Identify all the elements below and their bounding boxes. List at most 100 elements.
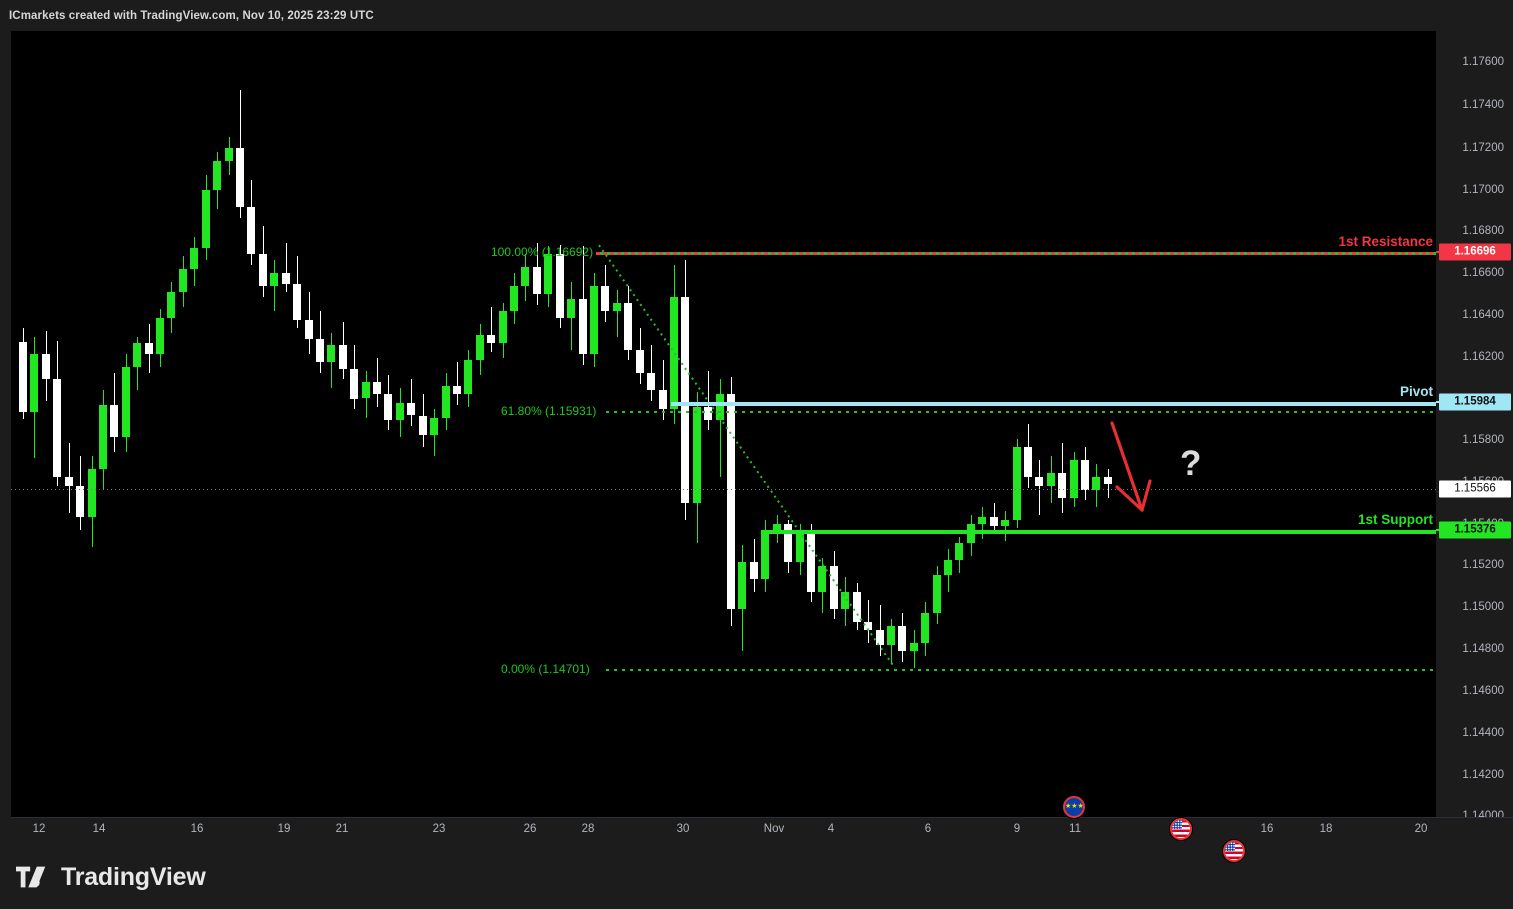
1st-support-line: [768, 530, 1436, 534]
candle-wick: [1039, 460, 1041, 516]
candle-body: [441, 385, 450, 418]
1st-support-label: 1st Support: [1357, 512, 1433, 527]
candle-body: [98, 404, 107, 469]
question-mark-annotation: ?: [1180, 444, 1202, 483]
fib-level-line: [606, 669, 1436, 671]
price-tick: 1.15000: [1462, 601, 1504, 613]
candle-body: [544, 254, 553, 295]
fib-level-label: 100.00% (1.16692): [491, 245, 594, 259]
red-down-arrow-icon: [1110, 421, 1152, 512]
candle-body: [944, 559, 953, 575]
candle-wick: [491, 307, 493, 352]
candle-body: [590, 285, 598, 354]
candle-body: [407, 402, 416, 416]
candle-body: [338, 345, 347, 369]
candle-body: [1081, 460, 1090, 490]
candle-body: [258, 254, 267, 286]
candle-body: [1001, 519, 1010, 526]
eu-flag-icon[interactable]: ★★★: [1063, 796, 1085, 818]
time-tick: 28: [581, 823, 595, 835]
time-tick: 9: [1013, 823, 1021, 835]
candle-wick: [456, 362, 458, 405]
candle-body: [384, 394, 393, 420]
time-tick: 21: [335, 823, 349, 835]
candle-body: [898, 625, 907, 652]
time-tick: 11: [1069, 823, 1081, 835]
chart-footer: TradingView: [0, 845, 1513, 909]
candle-body: [452, 385, 461, 395]
candle-body: [361, 381, 370, 399]
time-tick: 20: [1414, 823, 1428, 835]
candle-body: [213, 160, 222, 191]
1st-support-price-badge: 1.15376: [1439, 521, 1511, 539]
price-tick: 1.17200: [1462, 142, 1504, 154]
candle-body: [692, 407, 701, 503]
candle-body: [658, 390, 667, 410]
price-tick: 1.17000: [1462, 184, 1504, 196]
time-tick: 23: [432, 823, 446, 835]
candle-body: [281, 273, 290, 284]
us-canton: [1172, 820, 1182, 829]
candle-body: [555, 254, 564, 318]
us-canton: [1225, 842, 1235, 851]
candle-body: [270, 273, 279, 286]
us-flag-icon[interactable]: [1170, 818, 1192, 840]
candle-body: [315, 339, 324, 363]
candle-body: [156, 317, 165, 354]
candle-body: [1092, 477, 1101, 490]
time-tick: 4: [827, 823, 835, 835]
price-tick: 1.17400: [1462, 99, 1504, 111]
candle-body: [989, 517, 998, 526]
tradingview-logo-icon: [16, 866, 46, 888]
time-tick: 14: [92, 823, 106, 835]
candle-body: [464, 360, 473, 395]
price-badge-stub: [1436, 401, 1442, 403]
candle-body: [76, 485, 85, 518]
candle-body: [327, 345, 336, 363]
candle-body: [1103, 477, 1112, 485]
chart-plot-area[interactable]: 100.00% (1.16692) 61.80% (1.15931) 0.00% (…: [11, 31, 1436, 817]
1st-resistance-line: [596, 252, 1436, 255]
candle-body: [430, 417, 439, 435]
price-tick: 1.14400: [1462, 727, 1504, 739]
candle-body: [53, 379, 62, 478]
candle-body: [395, 402, 404, 420]
tradingview-logo[interactable]: TradingView: [16, 863, 206, 892]
candle-body: [841, 591, 850, 609]
time-scale[interactable]: 121416192123262830Nov4691113161820: [11, 817, 1513, 845]
candle-body: [909, 642, 918, 652]
price-badge-stub: [1436, 529, 1442, 531]
candle-body: [1058, 472, 1067, 499]
price-badge-stub: [1436, 251, 1442, 253]
candle-body: [784, 523, 793, 563]
candle-body: [1046, 472, 1055, 486]
candle-body: [612, 302, 621, 312]
fib-level-line: [606, 411, 1436, 413]
candle-body: [510, 285, 519, 312]
last-price-line: [11, 489, 1436, 490]
pivot-price-badge: 1.15984: [1439, 393, 1511, 411]
candle-body: [178, 268, 187, 293]
candle-body: [932, 574, 941, 614]
candle-body: [190, 247, 199, 269]
candle-wick: [616, 290, 618, 337]
candle-body: [110, 404, 119, 437]
price-tick: 1.14800: [1462, 643, 1504, 655]
candle-body: [521, 266, 530, 286]
candle-body: [681, 296, 690, 503]
chart-credit-text: ICmarkets created with TradingView.com, …: [9, 9, 374, 22]
candle-body: [669, 296, 678, 410]
candle-body: [761, 530, 770, 580]
candle-body: [567, 298, 576, 318]
candle-body: [795, 534, 804, 563]
price-scale[interactable]: 1.17600 1.17400 1.17200 1.17000 1.16800 1.166…: [1436, 31, 1513, 817]
1st-resistance-price-badge: 1.16696: [1439, 243, 1511, 261]
us-flag-icon[interactable]: [1223, 840, 1245, 862]
candle-body: [955, 542, 964, 560]
candle-body: [418, 415, 427, 435]
price-tick: 1.14600: [1462, 685, 1504, 697]
candle-body: [475, 334, 484, 361]
candle-body: [727, 394, 736, 609]
time-tick: 16: [1260, 823, 1274, 835]
